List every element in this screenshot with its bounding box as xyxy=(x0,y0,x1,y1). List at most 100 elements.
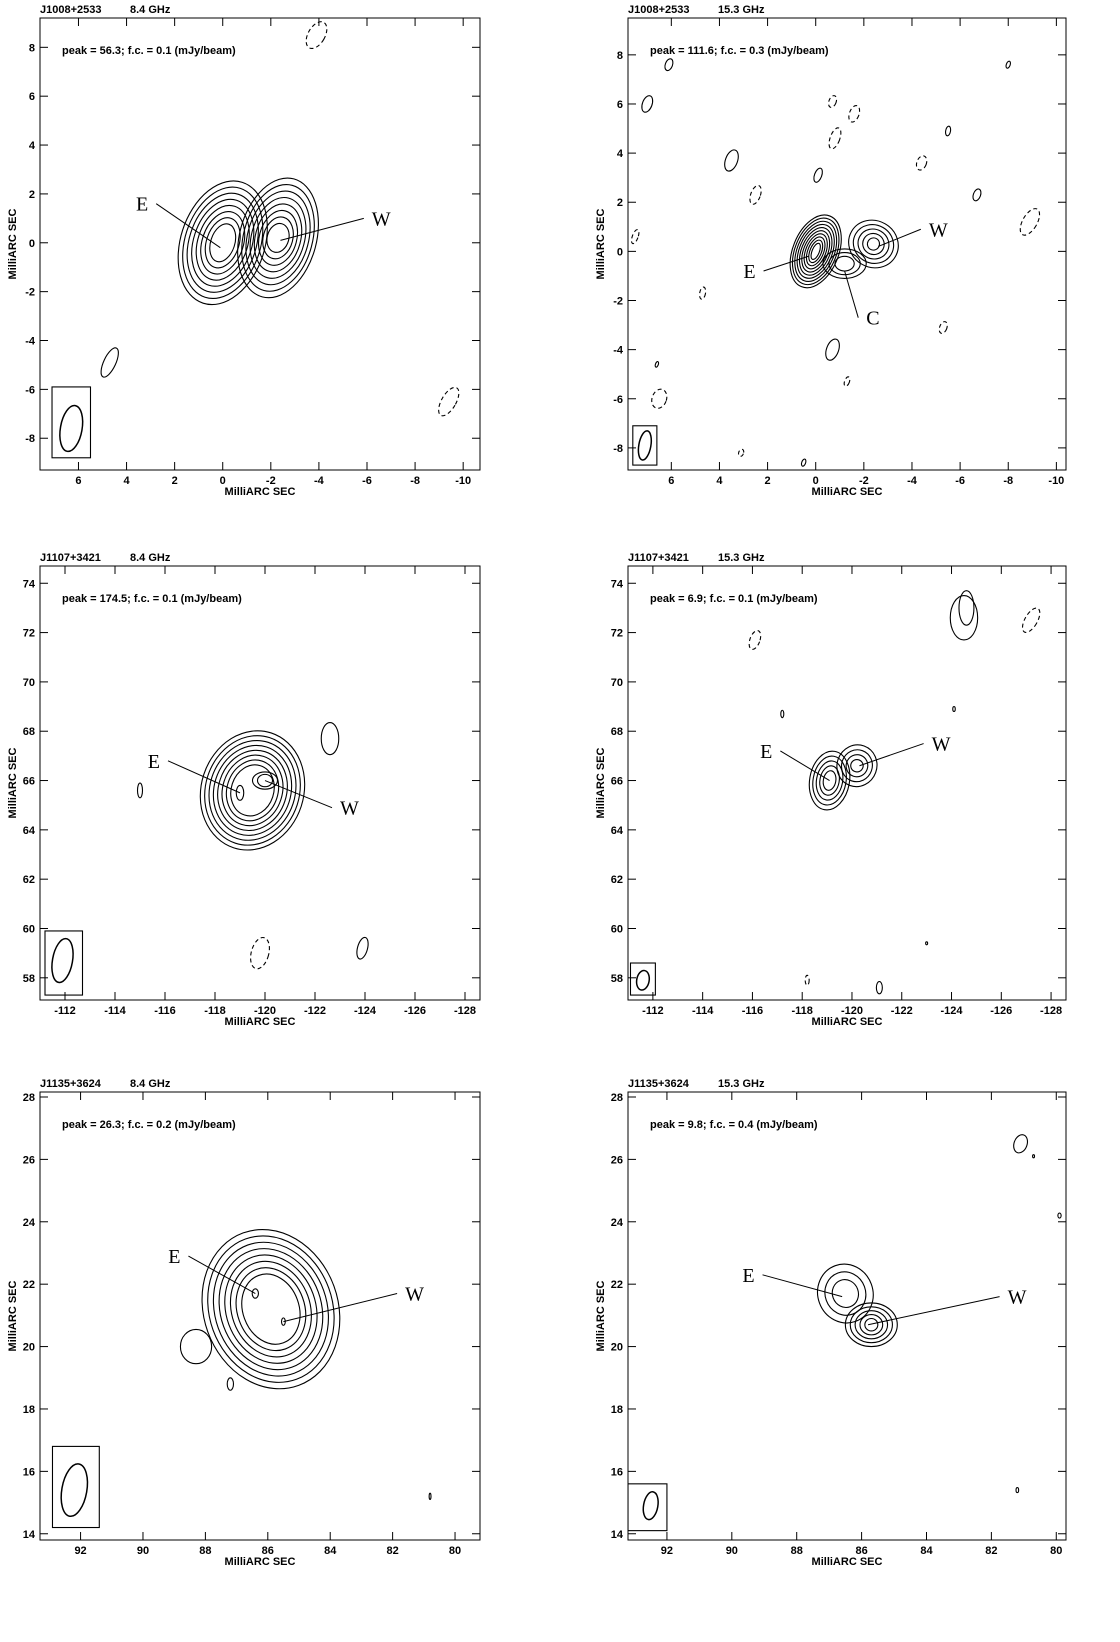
leader-line xyxy=(878,229,921,246)
contour xyxy=(845,1303,897,1347)
y-tick-label: 58 xyxy=(611,973,623,985)
contour xyxy=(225,169,331,307)
y-tick-label: 18 xyxy=(23,1404,35,1416)
y-tick-label: 2 xyxy=(29,189,35,201)
x-tick-label: -6 xyxy=(955,475,965,487)
contour xyxy=(1019,605,1043,635)
x-tick-label: -8 xyxy=(410,475,420,487)
contour xyxy=(847,104,862,123)
y-tick-label: 66 xyxy=(611,776,623,788)
y-tick-label: 22 xyxy=(23,1279,35,1291)
beam xyxy=(57,1462,91,1519)
contour xyxy=(258,774,273,786)
contour xyxy=(98,346,122,380)
contour xyxy=(812,167,824,183)
y-tick-label: 16 xyxy=(611,1466,623,1478)
contour xyxy=(180,1329,211,1363)
y-tick-label: 0 xyxy=(617,246,623,258)
beam-box xyxy=(52,387,90,458)
panel-title: J1107+3421 xyxy=(628,552,689,564)
y-tick-label: 26 xyxy=(611,1154,623,1166)
frame xyxy=(628,566,1066,1000)
panel: J1107+342115.3 GHzpeak = 6.9; f.c. = 0.1… xyxy=(595,552,1066,1028)
contour xyxy=(699,287,707,300)
x-tick-label: -128 xyxy=(1040,1005,1062,1017)
component-label: E xyxy=(148,751,160,773)
panel-title: J1008+2533 xyxy=(628,4,689,16)
contour xyxy=(429,1493,431,1499)
y-tick-label: 62 xyxy=(611,874,623,886)
contour xyxy=(953,707,955,712)
contour xyxy=(860,1315,883,1335)
y-tick-label: -2 xyxy=(613,296,623,308)
contour xyxy=(809,242,822,261)
contour xyxy=(805,975,809,985)
contour xyxy=(225,1258,317,1361)
y-tick-label: 26 xyxy=(23,1154,35,1166)
leader-line xyxy=(188,1256,255,1293)
component-label: E xyxy=(760,741,772,763)
contours xyxy=(52,1210,431,1528)
contour xyxy=(258,214,298,263)
annotation: peak = 26.3; f.c. = 0.2 (mJy/beam) xyxy=(62,1119,236,1131)
contour xyxy=(253,206,304,270)
y-tick-label: 64 xyxy=(23,825,36,837)
y-tick-label: 14 xyxy=(611,1529,624,1541)
x-tick-label: 0 xyxy=(813,475,819,487)
frequency: 8.4 GHz xyxy=(130,552,171,564)
x-axis-label: MilliARC SEC xyxy=(812,1556,883,1568)
frequency: 8.4 GHz xyxy=(130,1078,171,1090)
x-tick-label: 6 xyxy=(668,475,674,487)
annotation: peak = 6.9; f.c. = 0.1 (mJy/beam) xyxy=(650,593,818,605)
panel-title: J1008+2533 xyxy=(40,4,101,16)
component-label: C xyxy=(866,308,879,330)
contour xyxy=(840,211,907,277)
component-label: W xyxy=(1008,1287,1027,1309)
y-tick-label: 28 xyxy=(23,1092,35,1104)
y-axis-label: MilliARC SEC xyxy=(7,1281,19,1352)
contour xyxy=(202,1234,339,1384)
contour xyxy=(796,227,835,276)
x-tick-label: 92 xyxy=(661,1545,673,1557)
x-tick-label: -124 xyxy=(941,1005,964,1017)
contour xyxy=(865,236,882,253)
contour xyxy=(722,148,741,173)
y-axis-label: MilliARC SEC xyxy=(595,748,607,819)
x-tick-label: 92 xyxy=(74,1545,86,1557)
contour xyxy=(205,220,240,265)
x-tick-label: 2 xyxy=(172,475,178,487)
page: J1008+25338.4 GHzpeak = 56.3; f.c. = 0.1… xyxy=(0,0,1120,1642)
x-tick-label: -112 xyxy=(54,1005,75,1017)
y-tick-label: 70 xyxy=(611,677,623,689)
component-label: E xyxy=(742,1265,754,1287)
y-tick-label: 18 xyxy=(611,1404,623,1416)
x-tick-label: -10 xyxy=(455,475,471,487)
contour xyxy=(850,1307,892,1343)
y-tick-label: 74 xyxy=(611,578,624,590)
x-tick-label: -122 xyxy=(891,1005,913,1017)
contour xyxy=(915,154,929,171)
x-tick-label: -4 xyxy=(907,475,918,487)
x-axis-label: MilliARC SEC xyxy=(812,486,883,498)
leader-line xyxy=(868,1297,1000,1325)
x-tick-label: 82 xyxy=(985,1545,997,1557)
x-tick-label: 80 xyxy=(1050,1545,1062,1557)
contour xyxy=(809,1256,881,1331)
contour xyxy=(835,256,854,271)
contour xyxy=(1016,206,1043,239)
y-tick-label: 70 xyxy=(23,677,35,689)
contour xyxy=(1058,1213,1061,1218)
y-tick-label: 6 xyxy=(617,99,623,111)
contour xyxy=(199,213,246,272)
contour xyxy=(876,982,882,994)
y-tick-label: -4 xyxy=(613,345,624,357)
component-label: W xyxy=(929,219,948,241)
y-axis-label: MilliARC SEC xyxy=(7,209,19,280)
y-tick-label: 2 xyxy=(617,197,623,209)
component-label: W xyxy=(372,208,391,230)
y-tick-label: 68 xyxy=(23,726,35,738)
contour xyxy=(655,361,660,368)
contour xyxy=(202,735,303,846)
figure: J1008+25338.4 GHzpeak = 56.3; f.c. = 0.1… xyxy=(0,0,1120,1642)
contour xyxy=(747,629,763,651)
